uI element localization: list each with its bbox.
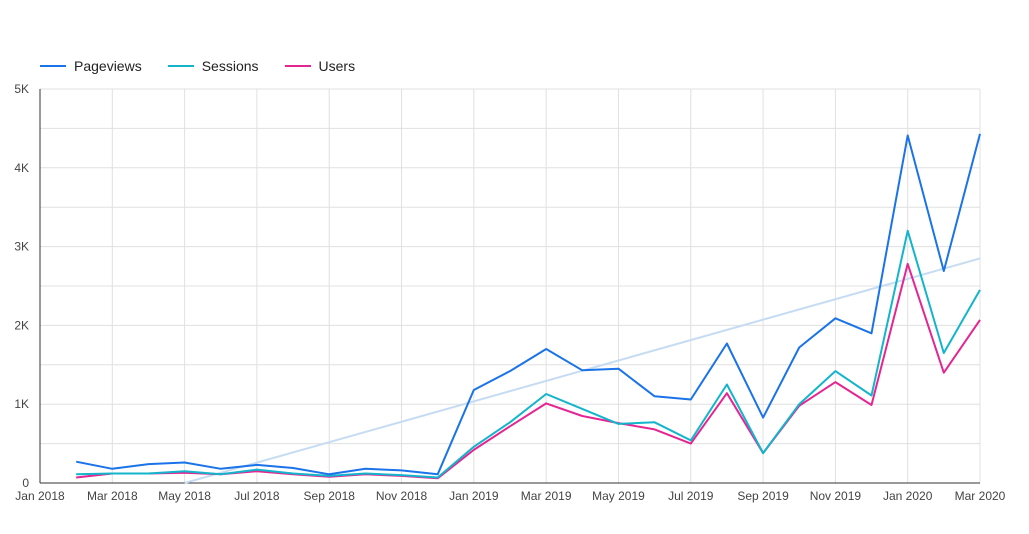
legend-label-users: Users (318, 58, 356, 74)
legend-item-sessions[interactable]: Sessions (167, 58, 259, 74)
y-tick-label: 2K (14, 318, 29, 332)
y-tick-label: 0 (22, 476, 29, 490)
x-tick-label: Jan 2019 (449, 489, 499, 503)
legend-item-users[interactable]: Users (284, 58, 356, 74)
x-tick-label: Mar 2019 (521, 489, 572, 503)
x-tick-label: Jan 2018 (15, 489, 65, 503)
x-tick-label: Sep 2019 (737, 489, 789, 503)
x-tick-label: Jul 2019 (668, 489, 714, 503)
legend-label-sessions: Sessions (201, 58, 259, 74)
legend-swatch-sessions (167, 65, 194, 67)
y-tick-label: 3K (14, 240, 29, 254)
x-tick-label: Jul 2018 (234, 489, 280, 503)
legend-swatch-users (284, 65, 311, 67)
x-tick-label: May 2018 (158, 489, 211, 503)
x-tick-label: May 2019 (592, 489, 645, 503)
series-line-sessions (76, 229, 981, 479)
x-tick-label: Nov 2019 (810, 489, 862, 503)
x-tick-label: Mar 2020 (955, 489, 1006, 503)
x-tick-label: Nov 2018 (376, 489, 428, 503)
x-tick-label: Mar 2018 (87, 489, 138, 503)
legend-item-pageviews[interactable]: Pageviews (40, 58, 142, 74)
x-tick-label: Sep 2018 (304, 489, 356, 503)
legend-label-pageviews: Pageviews (74, 58, 142, 74)
legend-swatch-pageviews (40, 65, 66, 67)
y-tick-label: 1K (14, 397, 29, 411)
legend: Pageviews Sessions Users (40, 58, 381, 74)
y-tick-label: 4K (14, 161, 29, 175)
x-tick-label: Jan 2020 (883, 489, 933, 503)
y-tick-label: 5K (14, 82, 29, 96)
series-line-pageviews (76, 133, 981, 476)
